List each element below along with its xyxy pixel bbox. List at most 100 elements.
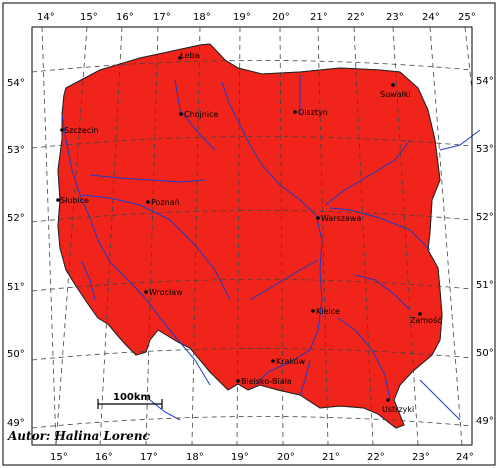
meridian-16 [99,26,123,446]
river-dunajec [299,359,311,396]
author-label: Autor: Halina Lorenc [7,429,151,443]
river-notec [89,174,206,183]
city-labels: Łeba Suwałki Szczecin Chojnice Olsztyn S… [60,51,442,414]
right-latitude-labels: 54° 53° 52° 51° 50° 49° [476,76,494,427]
lon-bottom-22: 22° [367,452,385,463]
lat-left-51: 51° [7,282,25,293]
parallel-50 [31,348,473,361]
city-dot-suwalki [391,83,395,87]
city-dot-szczecin [60,128,64,132]
lon-bottom-17: 17° [140,452,158,463]
river-external-ne [439,129,481,151]
lon-bottom-23: 23° [412,452,430,463]
river-bobr [81,261,96,301]
lon-bottom-19: 19° [231,452,249,463]
lon-bottom-18: 18° [186,452,204,463]
meridian-14 [41,26,57,446]
lon-top-25: 25° [458,12,476,23]
parallel-52 [31,210,473,223]
lon-top-18: 18° [193,12,211,23]
meridian-22 [353,26,374,446]
parallel-54 [31,60,473,73]
city-label-zamosc: Zamość [410,315,442,325]
lon-bottom-20: 20° [277,452,295,463]
lat-left-49: 49° [7,418,25,429]
lat-right-51: 51° [476,280,494,291]
city-label-bielsko: Bielsko-Biała [241,377,292,386]
bottom-longitude-labels: 15° 16° 17° 18° 19° 20° 21° 22° 23° 24° [50,452,474,463]
graticule [31,26,473,446]
river-brda [174,79,216,151]
city-label-suwalki: Suwałki [380,90,411,99]
city-dot-olsztyn [293,110,297,114]
meridian-24 [429,26,463,446]
top-longitude-labels: 14° 15° 16° 17° 18° 19° 20° 21° 22° 23° … [37,12,476,23]
city-label-ustrzyki: Ustrzyki [382,405,414,414]
river-warta [81,194,231,301]
parallel-49 [31,416,473,429]
city-label-leba: Łeba [179,51,199,60]
city-dot-ustrzyki [386,398,390,402]
lat-right-49: 49° [476,416,494,427]
lat-left-52: 52° [7,213,25,224]
lon-top-15: 15° [80,12,98,23]
city-markers [56,56,422,402]
city-label-chojnice: Chojnice [184,110,218,119]
scale-bar-label: 100km [113,392,151,403]
city-label-krakow: Kraków [276,356,306,366]
left-latitude-labels: 54° 53° 52° 51° 50° 49° [7,78,25,429]
city-dot-poznan [146,200,150,204]
lon-top-14: 14° [37,12,55,23]
city-label-warszawa: Warszawa [321,214,361,223]
city-label-szczecin: Szczecin [64,126,99,135]
city-dot-kielce [311,309,315,313]
meridian-23 [392,26,419,446]
river-wieprz [354,274,411,311]
river-narew [324,139,411,206]
meridian-19 [236,26,241,446]
lon-top-24: 24° [422,12,440,23]
meridian-21 [317,26,329,446]
lat-left-50: 50° [7,349,25,360]
meridian-15 [55,26,88,446]
lat-left-54: 54° [7,78,25,89]
city-dot-warszawa [316,216,320,220]
river-vistula [221,81,323,386]
lat-right-54: 54° [476,76,494,87]
river-san [337,317,391,401]
lon-bottom-21: 21° [322,452,340,463]
meridian-17 [145,26,159,446]
lat-left-53: 53° [7,145,25,156]
lon-top-23: 23° [386,12,404,23]
lat-right-50: 50° [476,348,494,359]
city-label-olsztyn: Olsztyn [298,108,328,117]
city-dot-slubice [56,198,60,202]
city-label-kielce: Kielce [316,307,340,316]
parallel-53 [31,136,473,149]
lon-bottom-16: 16° [95,452,113,463]
lon-bottom-15: 15° [50,452,68,463]
city-dot-zamosc [418,312,422,316]
meridian-25 [464,26,473,91]
map-inner-frame [31,26,473,446]
city-label-slubice: Słubice [60,196,89,205]
lon-bottom-24: 24° [456,452,474,463]
lat-right-53: 53° [476,144,494,155]
river-external-se [419,379,461,421]
river-pilica [249,259,319,301]
city-dot-leba [178,56,182,60]
lon-top-21: 21° [310,12,328,23]
city-dot-krakow [271,359,275,363]
scale-bar: 100km [97,392,163,409]
city-dot-wroclaw [144,290,148,294]
lon-top-17: 17° [153,12,171,23]
lon-top-20: 20° [272,12,290,23]
river-bug [329,207,431,251]
parallel-51 [31,279,473,292]
city-dot-bielsko [236,379,240,383]
lon-top-22: 22° [347,12,365,23]
meridian-20 [279,26,284,446]
city-label-poznan: Poznań [151,198,180,207]
